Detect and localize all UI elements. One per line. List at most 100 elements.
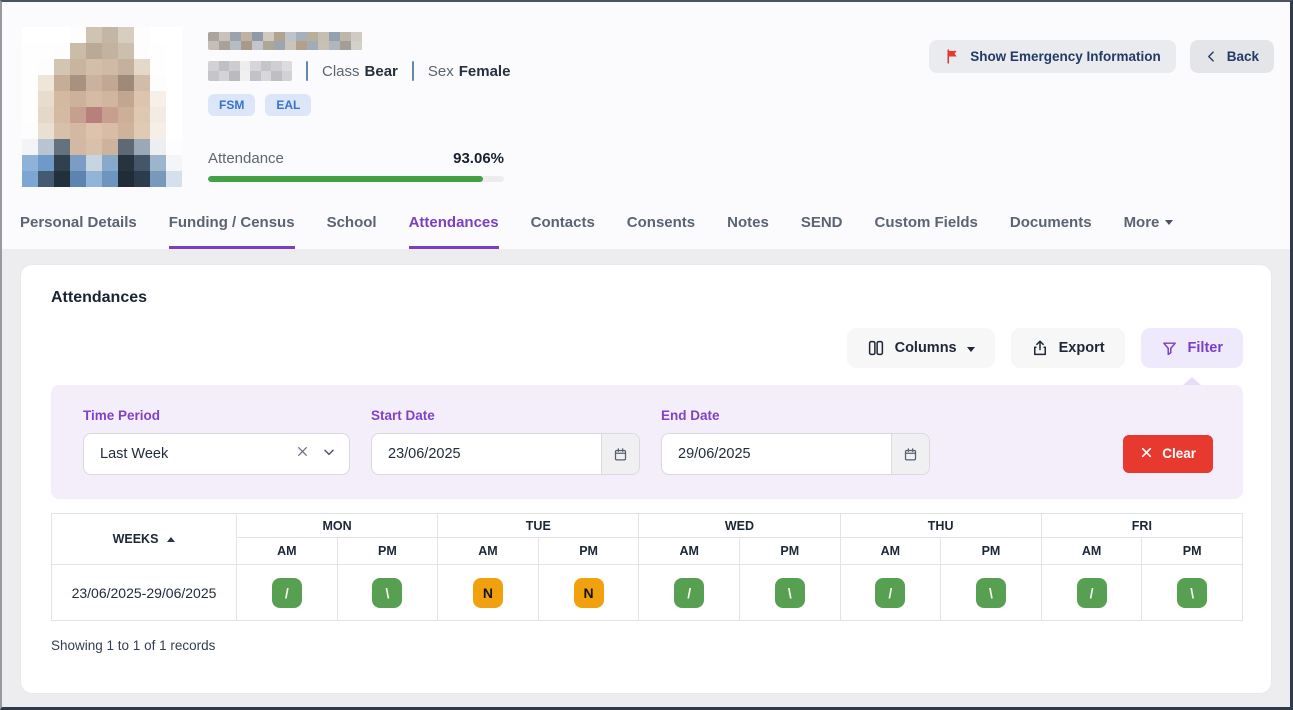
tab-send[interactable]: SEND	[800, 214, 843, 231]
end-date-value: 29/06/2025	[678, 446, 751, 462]
tab-more[interactable]: More	[1124, 214, 1174, 249]
table-row: 23/06/2025-29/06/2025 / \ N N / \ / \ / …	[51, 564, 1243, 621]
filter-label: Filter	[1187, 340, 1223, 356]
attendance-value: 93.06%	[453, 150, 504, 167]
tab-documents[interactable]: Documents	[1009, 214, 1092, 231]
redacted-name	[208, 32, 510, 50]
tab-personal-details[interactable]: Personal Details	[20, 214, 137, 231]
day-header-tue: TUE	[437, 513, 640, 538]
time-period-group: Time Period Last Week	[83, 408, 350, 475]
start-date-input[interactable]: 23/06/2025	[371, 433, 640, 475]
attendance-mark[interactable]: /	[271, 577, 302, 608]
attendance-mark[interactable]: \	[372, 577, 403, 608]
show-emergency-information-label: Show Emergency Information	[970, 49, 1161, 64]
attendance-cell: N	[537, 564, 640, 621]
session-header-pm: PM	[537, 537, 640, 565]
attendance-cell: /	[236, 564, 338, 621]
attendance-cell: /	[839, 564, 942, 621]
attendance-mark[interactable]: \	[1177, 577, 1208, 608]
sex-label: Sex	[427, 62, 454, 80]
attendance-cell: \	[1141, 564, 1243, 621]
export-button[interactable]: Export	[1010, 328, 1125, 368]
funnel-icon	[1161, 340, 1178, 357]
filter-button[interactable]: Filter	[1140, 328, 1243, 368]
filter-panel-caret	[1183, 377, 1201, 385]
tab-contacts[interactable]: Contacts	[530, 214, 595, 231]
day-header-fri: FRI	[1040, 513, 1244, 538]
time-period-label: Time Period	[83, 408, 161, 423]
tab-funding-census[interactable]: Funding / Census	[168, 214, 295, 249]
calendar-icon[interactable]	[601, 434, 639, 474]
caret-down-icon	[966, 346, 975, 352]
attendance-mark[interactable]: \	[975, 577, 1006, 608]
session-header-pm: PM	[940, 537, 1042, 565]
sex-field: Sex Female	[428, 63, 511, 80]
chevron-down-icon[interactable]	[322, 445, 336, 464]
session-header-am: AM	[638, 537, 740, 565]
weeks-column-header[interactable]: WEEKS	[51, 513, 237, 565]
attendances-card: Attendances Columns Export	[20, 264, 1272, 694]
clear-filters-button[interactable]: Clear	[1123, 434, 1213, 473]
divider	[306, 61, 308, 81]
tab-attendances[interactable]: Attendances	[408, 214, 499, 249]
tab-notes[interactable]: Notes	[727, 214, 769, 231]
tab-content-area: Attendances Columns Export	[2, 249, 1290, 707]
class-field: Class Bear	[322, 63, 398, 80]
session-header-am: AM	[839, 537, 942, 565]
student-photo	[22, 27, 182, 187]
attendance-mark[interactable]: N	[573, 577, 604, 608]
student-tab-bar: Personal Details Funding / Census School…	[2, 214, 1290, 249]
start-date-label: Start Date	[371, 408, 435, 423]
class-label: Class	[322, 62, 360, 80]
card-title: Attendances	[51, 289, 148, 306]
back-button[interactable]: Back	[1189, 40, 1274, 73]
student-header: Class Bear Sex Female FSM EAL Attendance 9…	[2, 2, 1290, 187]
attendance-progress-fill	[208, 176, 484, 182]
show-emergency-information-button[interactable]: Show Emergency Information	[929, 40, 1176, 73]
columns-label: Columns	[894, 340, 957, 356]
tab-school[interactable]: School	[326, 214, 377, 231]
week-range-cell: 23/06/2025-29/06/2025	[51, 564, 237, 621]
attendance-mark[interactable]: /	[875, 577, 906, 608]
session-header-pm: PM	[336, 537, 439, 565]
start-date-group: Start Date 23/06/2025	[371, 408, 640, 475]
attendance-mark[interactable]: \	[774, 577, 805, 608]
table-toolbar: Columns Export Filter	[51, 328, 1243, 368]
attendance-mark[interactable]: N	[472, 577, 503, 608]
attendance-cell: N	[437, 564, 539, 621]
day-header-wed: WED	[638, 513, 841, 538]
sort-ascending-icon	[167, 536, 176, 542]
attendance-table: WEEKS MON TUE WED THU FRI AM PM AM	[51, 513, 1244, 621]
attendance-mark[interactable]: /	[1076, 577, 1107, 608]
caret-down-icon	[1165, 220, 1174, 225]
session-header-pm: PM	[738, 537, 841, 565]
upload-icon	[1031, 339, 1049, 357]
day-header-thu: THU	[839, 513, 1042, 538]
end-date-input[interactable]: 29/06/2025	[661, 433, 930, 475]
attendance-cell: \	[738, 564, 841, 621]
records-count-text: Showing 1 to 1 of 1 records	[51, 638, 216, 653]
columns-button[interactable]: Columns	[846, 328, 995, 368]
eal-badge: EAL	[265, 94, 312, 116]
export-label: Export	[1058, 340, 1105, 356]
attendance-mark[interactable]: /	[674, 577, 705, 608]
end-date-label: End Date	[661, 408, 720, 423]
attendance-cell: /	[638, 564, 740, 621]
attendance-cell: \	[940, 564, 1042, 621]
columns-icon	[867, 339, 885, 357]
session-header-am: AM	[236, 537, 338, 565]
clear-filters-label: Clear	[1162, 446, 1196, 461]
tab-consents[interactable]: Consents	[626, 214, 696, 231]
clear-selection-icon[interactable]	[296, 445, 309, 463]
redacted-id	[208, 61, 292, 81]
session-header-am: AM	[1040, 537, 1143, 565]
calendar-icon[interactable]	[891, 434, 929, 474]
time-period-value: Last Week	[100, 446, 169, 462]
tab-custom-fields[interactable]: Custom Fields	[874, 214, 978, 231]
time-period-select[interactable]: Last Week	[83, 433, 350, 475]
back-label: Back	[1226, 49, 1259, 64]
attendance-cell: \	[336, 564, 439, 621]
attendance-cell: /	[1040, 564, 1143, 621]
filter-panel: Time Period Last Week	[51, 377, 1243, 499]
